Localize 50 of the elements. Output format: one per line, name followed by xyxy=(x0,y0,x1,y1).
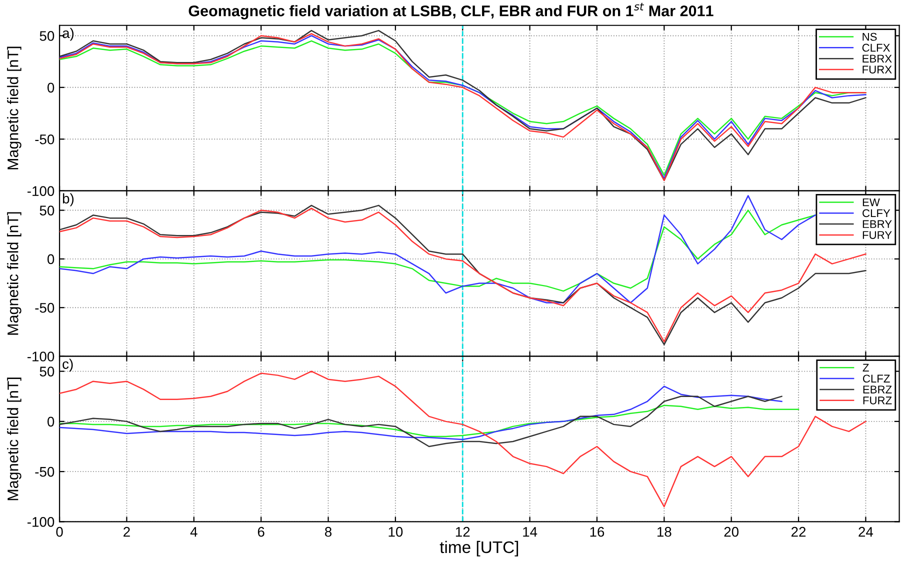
legend-label: EBRX xyxy=(862,54,892,62)
y-tick-label: -100 xyxy=(27,352,54,362)
legend-label: CLFZ xyxy=(863,374,890,383)
line-series xyxy=(60,386,782,440)
line-series xyxy=(60,195,816,304)
y-tick-label: -50 xyxy=(35,302,54,313)
legend-label: NS xyxy=(862,32,877,41)
y-axis-title: Magnetic field [nT] xyxy=(7,378,22,500)
x-tick-label: 18 xyxy=(657,526,672,537)
y-tick-label: -50 xyxy=(35,466,54,477)
x-tick-label: 10 xyxy=(388,526,403,537)
line-series xyxy=(60,210,816,292)
y-tick-label: 0 xyxy=(47,82,54,93)
y-tick-label: 0 xyxy=(47,416,54,427)
y-tick-label: 50 xyxy=(40,206,54,216)
legend-label: FURX xyxy=(862,66,892,74)
x-tick-label: 20 xyxy=(724,526,739,537)
x-tick-label: 16 xyxy=(590,526,604,537)
legend-label: EBRZ xyxy=(863,386,892,394)
y-axis-title: Magnetic field [nT] xyxy=(7,212,22,335)
legend-label: CLFY xyxy=(862,209,890,218)
y-axis-title: Magnetic field [nT] xyxy=(7,46,22,170)
x-tick-label: 0 xyxy=(56,526,63,537)
annotation: c) xyxy=(62,358,73,372)
x-axis-title: time [UTC] xyxy=(440,540,518,556)
annotation: b) xyxy=(62,193,74,206)
y-tick-label: -100 xyxy=(27,517,54,527)
annotation: a) xyxy=(62,28,74,41)
y-tick-label: -50 xyxy=(35,134,54,144)
x-tick-label: 6 xyxy=(258,526,264,537)
legend-label: CLFX xyxy=(862,44,890,52)
x-tick-label: 8 xyxy=(324,526,332,537)
y-tick-label: 50 xyxy=(40,366,54,376)
y-tick-label: 50 xyxy=(40,31,54,41)
legend-label: FURZ xyxy=(863,396,892,404)
line-series xyxy=(60,404,800,438)
y-tick-label: -100 xyxy=(27,186,54,196)
x-tick-label: 24 xyxy=(858,526,874,537)
x-tick-label: 22 xyxy=(792,526,806,537)
x-tick-label: 14 xyxy=(523,527,538,537)
x-tick-label: 12 xyxy=(456,526,470,537)
legend-label: FURY xyxy=(862,231,892,239)
x-tick-label: 4 xyxy=(190,527,198,537)
chart-title: Geomagnetic field variation at LSBB, CLF, EBR and FUR on 1$^{st}$ Mar 2011 xyxy=(188,2,714,20)
line-series xyxy=(60,396,782,448)
y-tick-label: 0 xyxy=(47,254,54,264)
legend-label: Z xyxy=(862,364,869,372)
legend-label: EW xyxy=(862,198,880,206)
x-tick-label: 2 xyxy=(124,526,130,537)
legend-label: EBRY xyxy=(862,220,892,228)
